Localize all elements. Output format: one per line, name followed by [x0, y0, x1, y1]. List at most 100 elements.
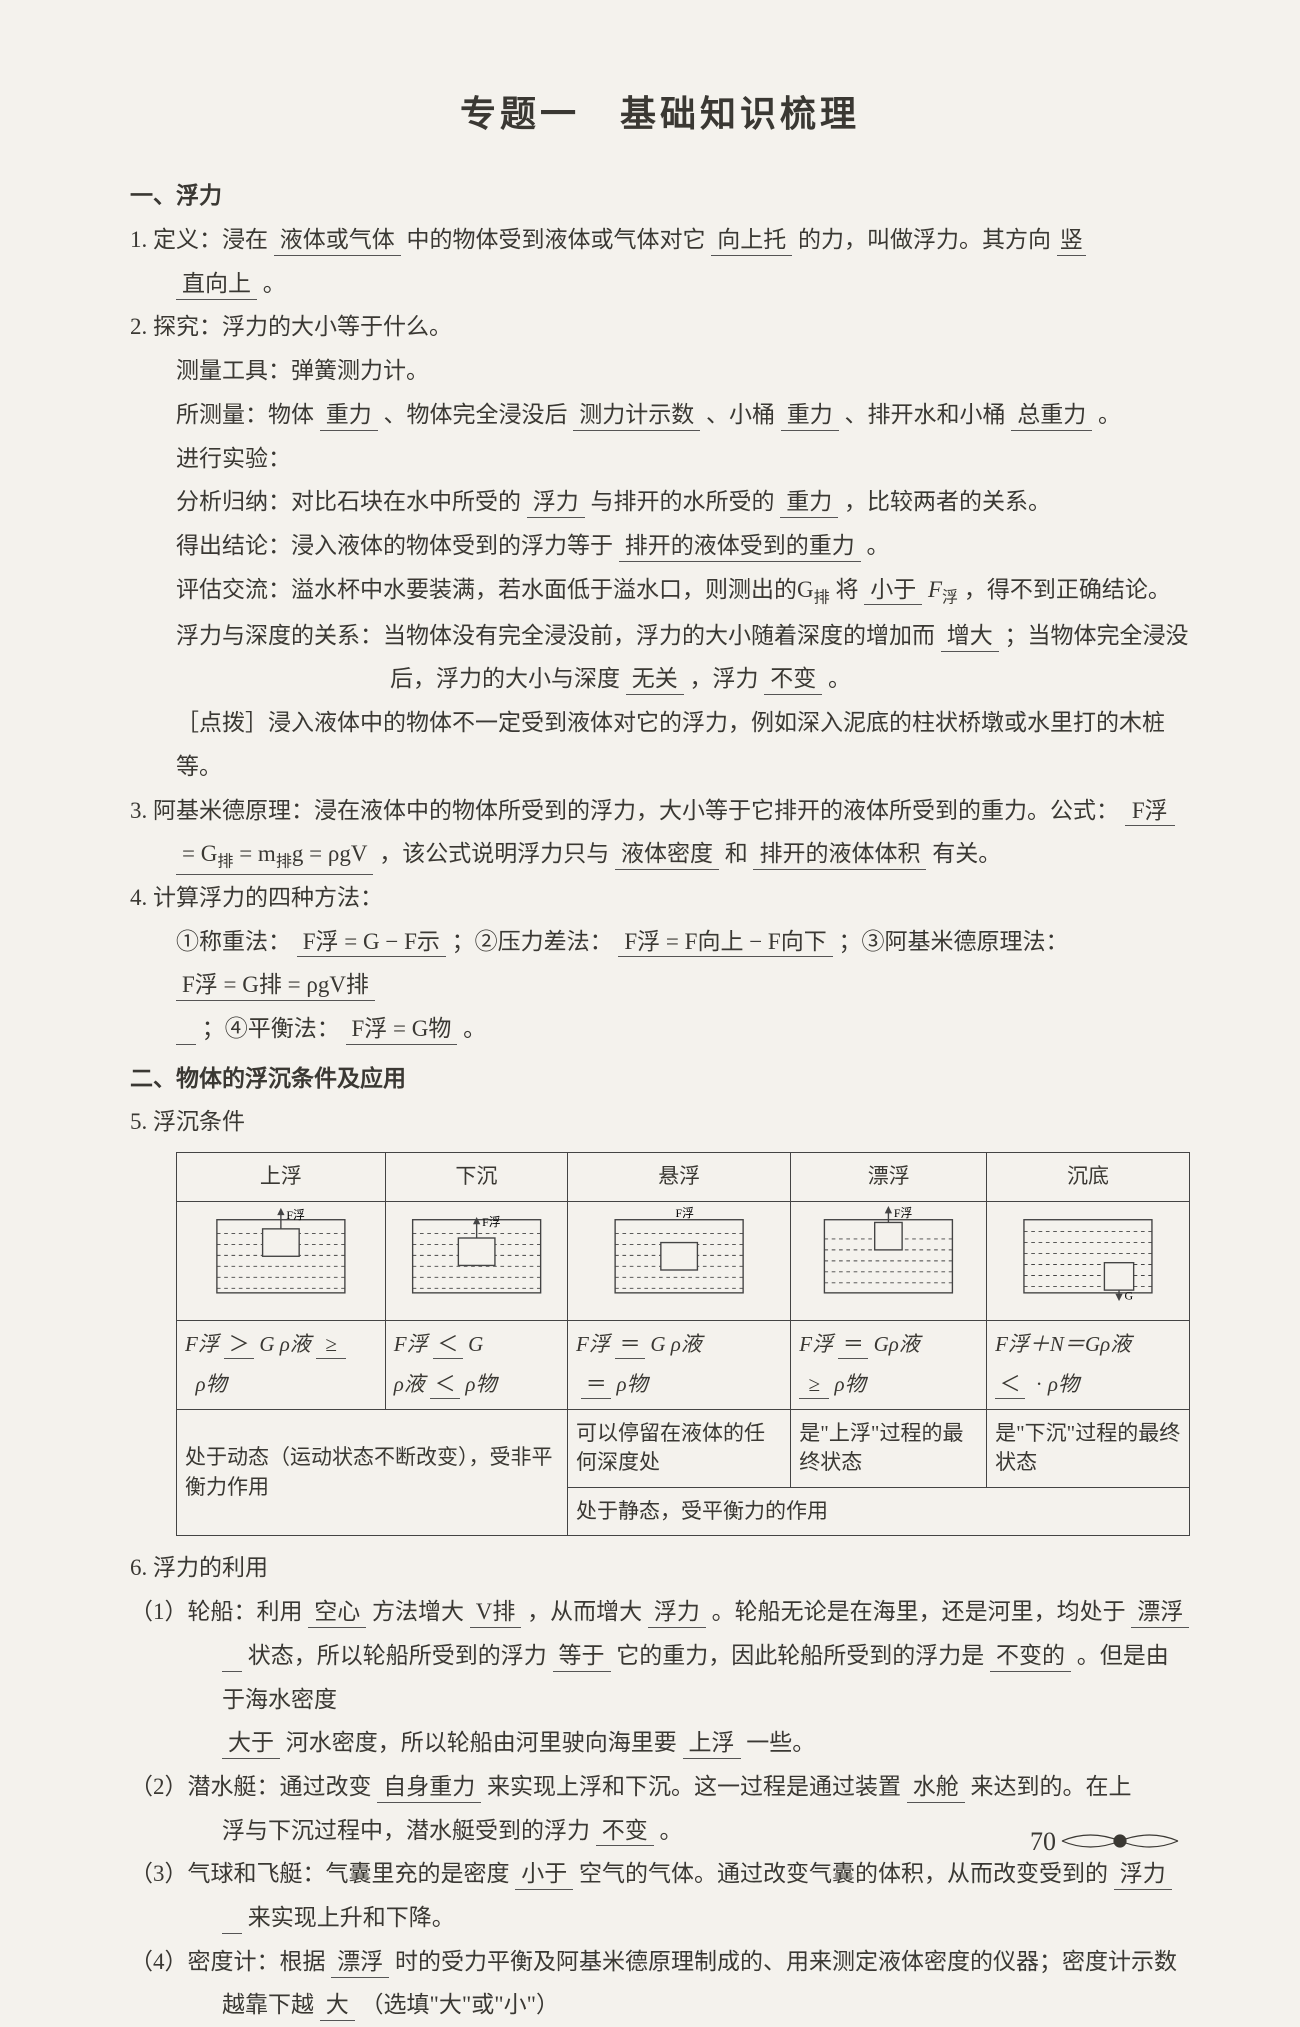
item-2g: 浮力与深度的关系：当物体没有完全浸没前，浮力的大小随着深度的增加而 增大 ；当物… [130, 614, 1190, 658]
cell-float-state: 是"上浮"过程的最终状态 [791, 1409, 987, 1487]
text: 、小桶 [706, 402, 775, 427]
blank: 小于 [515, 1859, 573, 1890]
page-footer: 70 [1030, 1817, 1180, 1866]
text: （选填"大"或"小"） [361, 1992, 560, 2017]
bottom-icon: G [995, 1206, 1181, 1302]
blank: 液体或气体 [274, 225, 401, 256]
text: ①称重法： [176, 929, 291, 954]
var: ρ液 [394, 1372, 425, 1396]
cell-bottom-ineq: F浮＋N＝Gρ液＜ · ρ物 [987, 1320, 1190, 1409]
diagram-suspend: F浮 [568, 1201, 791, 1320]
cell-float-ineq: F浮 ＝ Gρ液≥ ρ物 [791, 1320, 987, 1409]
blank: ＞ [224, 1331, 254, 1359]
var: G ρ液 [650, 1332, 702, 1356]
cell-suspend-ineq: F浮 ＝ G ρ液 ＝ ρ物 [568, 1320, 791, 1409]
text: 。 [263, 271, 286, 296]
text: ，从而增大 [527, 1599, 642, 1624]
item-6-1-cont2: 大于 河水密度，所以轮船由河里驶向海里要 上浮 一些。 [130, 1721, 1190, 1765]
svg-text:F浮: F浮 [894, 1206, 913, 1220]
blank: ＝ [615, 1331, 645, 1359]
var: G ρ液 [259, 1332, 311, 1356]
blank: 测力计示数 [573, 400, 700, 431]
text: = m [233, 841, 275, 866]
item-2b: 所测量：物体 重力 、物体完全浸没后 测力计示数 、小桶 重力 、排开水和小桶 … [130, 393, 1190, 437]
blank-empty [222, 1903, 242, 1934]
item-2f: 评估交流：溢水杯中水要装满，若水面低于溢水口，则测出的G排 将 小于 F浮 ，得… [130, 568, 1190, 614]
item-1: 1. 定义：浸在 液体或气体 中的物体受到液体或气体对它 向上托 的力，叫做浮力… [130, 218, 1190, 262]
blank: ≥ [799, 1371, 829, 1399]
blank: 大 [320, 1990, 355, 2021]
text: 、物体完全浸没后 [384, 402, 568, 427]
svg-text:G: G [1125, 1288, 1134, 1302]
text: （3）气球和飞艇：气囊里充的是密度 [130, 1861, 510, 1886]
subscript: 浮 [942, 589, 958, 606]
blank: 重力 [320, 400, 378, 431]
text: 、排开水和小桶 [845, 402, 1006, 427]
var: ρ物 [835, 1372, 866, 1396]
blank: F浮 = G − F示 [297, 927, 446, 958]
text: ；③阿基米德原理法： [838, 929, 1068, 954]
cell-suspend-state: 可以停留在液体的任何深度处 [568, 1409, 791, 1487]
text: 将 [835, 577, 858, 602]
item-6: 6. 浮力的利用 [130, 1546, 1190, 1590]
text: （4）密度计：根据 [130, 1949, 326, 1974]
text: 河水密度，所以轮船由河里驶向海里要 [286, 1730, 677, 1755]
text: 。 [1098, 402, 1121, 427]
svg-text:F浮: F浮 [676, 1206, 695, 1220]
text: 越靠下越 [222, 1992, 314, 2017]
diagram-float: F浮 [791, 1201, 987, 1320]
subscript: 排 [276, 854, 292, 871]
blank: F浮 [1125, 796, 1175, 827]
blank: 不变 [764, 664, 822, 695]
text: 空气的气体。通过改变气囊的体积，从而改变受到的 [579, 1861, 1108, 1886]
text: ；④平衡法： [202, 1016, 340, 1041]
text: F [928, 577, 942, 602]
text: （2）潜水艇：通过改变 [130, 1774, 372, 1799]
text: 来实现上浮和下沉。这一过程是通过装置 [487, 1774, 901, 1799]
text: 有关。 [932, 841, 1001, 866]
table-diagram-row: F浮 F浮 F浮 F浮 G [177, 1201, 1190, 1320]
suspend-icon: F浮 [576, 1206, 782, 1302]
text: 和 [725, 841, 748, 866]
text: 来达到的。在上 [971, 1774, 1132, 1799]
blank: ＜ [430, 1371, 460, 1399]
item-6-1: （1）轮船：利用 空心 方法增大 V排 ，从而增大 浮力 。轮船无论是在海里，还… [130, 1590, 1190, 1634]
blank: ＝ [838, 1331, 868, 1359]
svg-text:F浮: F浮 [482, 1215, 501, 1229]
table-header-row: 上浮 下沉 悬浮 漂浮 沉底 [177, 1153, 1190, 1202]
var: ρ物 [465, 1372, 496, 1396]
text: 得出结论：浸入液体的物体受到的浮力等于 [176, 533, 613, 558]
item-6-3-cont: 来实现上升和下降。 [130, 1896, 1190, 1940]
text: g = ρgV [292, 841, 368, 866]
blank: 漂浮 [1131, 1597, 1189, 1628]
text: 。 [463, 1016, 486, 1041]
text: 分析归纳：对比石块在水中所受的 [176, 489, 521, 514]
table-state-row: 处于动态（运动状态不断改变），受非平衡力作用 可以停留在液体的任何深度处 是"上… [177, 1409, 1190, 1487]
item-6-2: （2）潜水艇：通过改变 自身重力 来实现上浮和下沉。这一过程是通过装置 水舱 来… [130, 1765, 1190, 1809]
diagram-bottom: G [987, 1201, 1190, 1320]
item-2g-cont: 后，浮力的大小与深度 无关 ，浮力 不变 。 [130, 657, 1190, 701]
diagram-rise: F浮 [177, 1201, 386, 1320]
text: 浮力与深度的关系：当物体没有完全浸没前，浮力的大小随着深度的增加而 [176, 623, 935, 648]
th-bottom: 沉底 [987, 1153, 1190, 1202]
var: Gρ液 [874, 1332, 920, 1356]
item-2a: 测量工具：弹簧测力计。 [130, 349, 1190, 393]
th-sink: 下沉 [385, 1153, 567, 1202]
item-1-cont: 直向上 。 [130, 262, 1190, 306]
text: 时的受力平衡及阿基米德原理制成的、用来测定液体密度的仪器；密度计示数 [395, 1949, 1177, 1974]
blank: ＜ [433, 1331, 463, 1359]
var: ρ物 [1048, 1372, 1079, 1396]
item-4: 4. 计算浮力的四种方法： [130, 876, 1190, 920]
blank-empty [222, 1641, 242, 1672]
item-6-4-cont: 越靠下越 大 （选填"大"或"小"） [130, 1983, 1190, 2027]
text: 。 [867, 533, 890, 558]
text: 所测量：物体 [176, 402, 314, 427]
blank-empty [176, 1014, 196, 1045]
text: 。 [660, 1818, 683, 1843]
text: ；当物体完全浸没 [1005, 623, 1189, 648]
ornament-icon [1060, 1827, 1180, 1855]
cell-rise-ineq: F浮 ＞ G ρ液 ≥ ρ物 [177, 1320, 386, 1409]
blank: 向上托 [711, 225, 792, 256]
var: ρ物 [617, 1372, 648, 1396]
text: ，得不到正确结论。 [964, 577, 1171, 602]
